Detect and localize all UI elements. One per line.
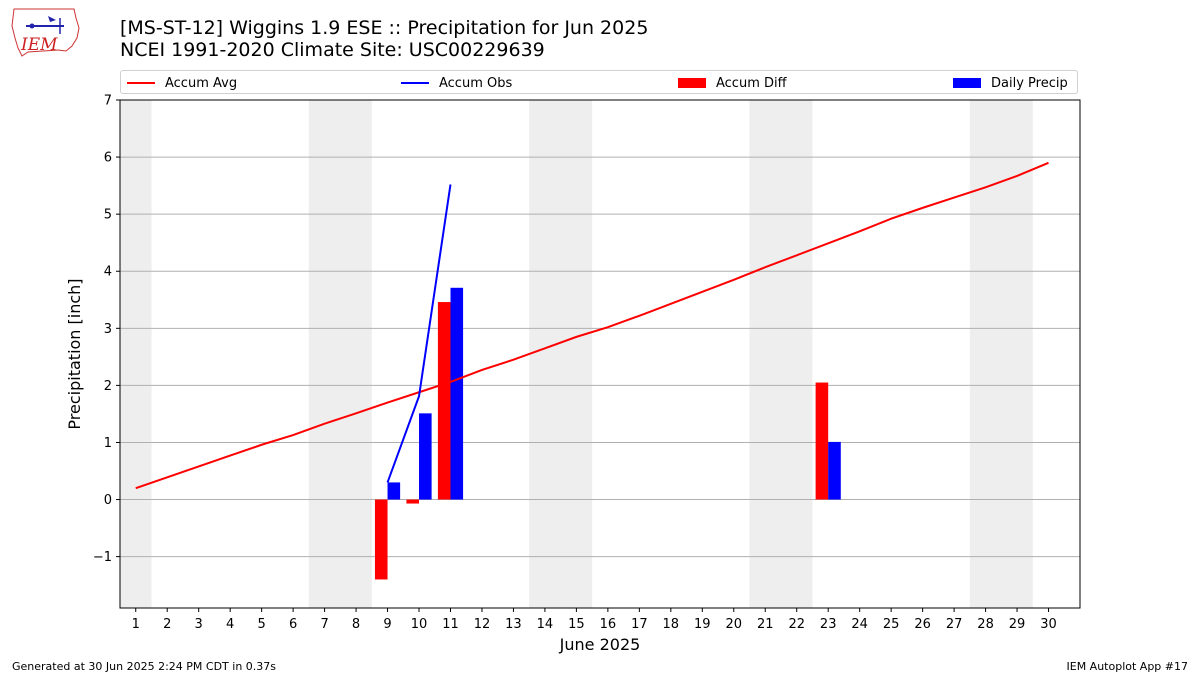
bar-accum-diff-day-23 (815, 382, 829, 500)
weekend-shade-3 (749, 100, 813, 608)
chart-title: [MS-ST-12] Wiggins 1.9 ESE :: Precipitat… (120, 17, 649, 39)
legend-label-accum-avg: Accum Avg (165, 75, 238, 91)
x-tick-label-13: 13 (505, 617, 522, 632)
plot-frame (119, 99, 1081, 609)
weekend-shade-4 (969, 100, 1033, 608)
legend-label-accum-diff: Accum Diff (716, 75, 787, 91)
legend-item-accum-obs: Accum Obs (401, 73, 512, 93)
x-tick-label-25: 25 (883, 617, 900, 632)
bar-daily-precip-day-23 (828, 441, 841, 500)
x-tick-label-29: 29 (1009, 617, 1026, 632)
weekend-shading (120, 100, 1033, 608)
x-axis-label: June 2025 (559, 635, 641, 654)
bar-accum-diff-day-11 (437, 302, 451, 500)
x-tick-label-27: 27 (946, 617, 963, 632)
y-tick-label-0: 0 (104, 493, 112, 508)
legend-swatch-daily-precip (953, 78, 981, 88)
legend-swatch-accum-obs (401, 82, 429, 84)
line-accum-obs (386, 184, 452, 483)
chart-subtitle: NCEI 1991-2020 Climate Site: USC00229639 (120, 39, 545, 61)
x-tick-label-16: 16 (600, 617, 617, 632)
line-accum-avg (135, 161, 1049, 490)
lines (135, 161, 1049, 490)
x-tick-label-9: 9 (383, 617, 391, 632)
x-tick-label-11: 11 (442, 617, 459, 632)
y-tick-label-6: 6 (104, 151, 112, 166)
x-tick-label-15: 15 (568, 617, 585, 632)
x-tick-label-24: 24 (851, 617, 868, 632)
x-tick-label-8: 8 (352, 617, 360, 632)
y-tick-label-5: 5 (104, 208, 112, 223)
weekend-shade-0 (120, 100, 152, 608)
bar-accum-diff-day-9 (374, 499, 388, 580)
x-tick-label-4: 4 (226, 617, 234, 632)
weekend-shade-2 (529, 100, 593, 608)
x-tick-label-18: 18 (663, 617, 680, 632)
svg-text:IEM: IEM (20, 35, 58, 55)
y-tick-label-1: 1 (104, 436, 112, 451)
bar-daily-precip-day-11 (450, 287, 464, 500)
bar-daily-precip-day-10 (419, 413, 432, 500)
legend-label-accum-obs: Accum Obs (439, 75, 513, 91)
legend-label-daily-precip: Daily Precip (991, 75, 1068, 91)
x-tick-label-30: 30 (1040, 617, 1057, 632)
bar-accum-diff-day-10 (406, 499, 420, 504)
x-tick-label-28: 28 (977, 617, 994, 632)
legend-swatch-accum-diff (678, 78, 706, 88)
chart-legend: Accum Avg Accum Obs Accum Diff Daily Pre… (120, 70, 1078, 94)
y-tick-label-7: 7 (104, 94, 112, 109)
y-axis-label: Precipitation [inch] (65, 278, 84, 429)
footer-app-id: IEM Autoplot App #17 (1066, 660, 1189, 673)
legend-item-accum-diff: Accum Diff (678, 73, 787, 93)
legend-item-daily-precip: Daily Precip (953, 73, 1068, 93)
y-gridlines (120, 156, 1080, 558)
bars (374, 287, 841, 580)
weekend-shade-1 (308, 100, 372, 608)
legend-item-accum-avg: Accum Avg (127, 73, 237, 93)
x-tick-label-21: 21 (757, 617, 774, 632)
y-tick-label--1: −1 (93, 550, 112, 565)
x-tick-label-1: 1 (132, 617, 140, 632)
x-tick-label-20: 20 (725, 617, 742, 632)
bar-daily-precip-day-9 (387, 482, 401, 500)
footer-generated: Generated at 30 Jun 2025 2:24 PM CDT in … (12, 660, 277, 673)
x-tick-label-6: 6 (289, 617, 297, 632)
y-tick-label-4: 4 (104, 265, 112, 280)
x-tick-label-2: 2 (163, 617, 171, 632)
x-tick-label-26: 26 (914, 617, 931, 632)
x-tick-label-3: 3 (195, 617, 203, 632)
x-tick-label-23: 23 (820, 617, 837, 632)
y-tick-label-2: 2 (104, 379, 112, 394)
legend-swatch-accum-avg (127, 82, 155, 84)
x-tick-label-7: 7 (320, 617, 328, 632)
x-tick-label-12: 12 (474, 617, 491, 632)
y-tick-label-3: 3 (104, 322, 112, 337)
iem-logo: IEM (8, 6, 82, 62)
x-tick-label-19: 19 (694, 617, 711, 632)
x-tick-label-5: 5 (257, 617, 265, 632)
x-tick-label-10: 10 (411, 617, 428, 632)
x-tick-label-22: 22 (788, 617, 805, 632)
x-tick-label-14: 14 (537, 617, 554, 632)
x-tick-label-17: 17 (631, 617, 648, 632)
